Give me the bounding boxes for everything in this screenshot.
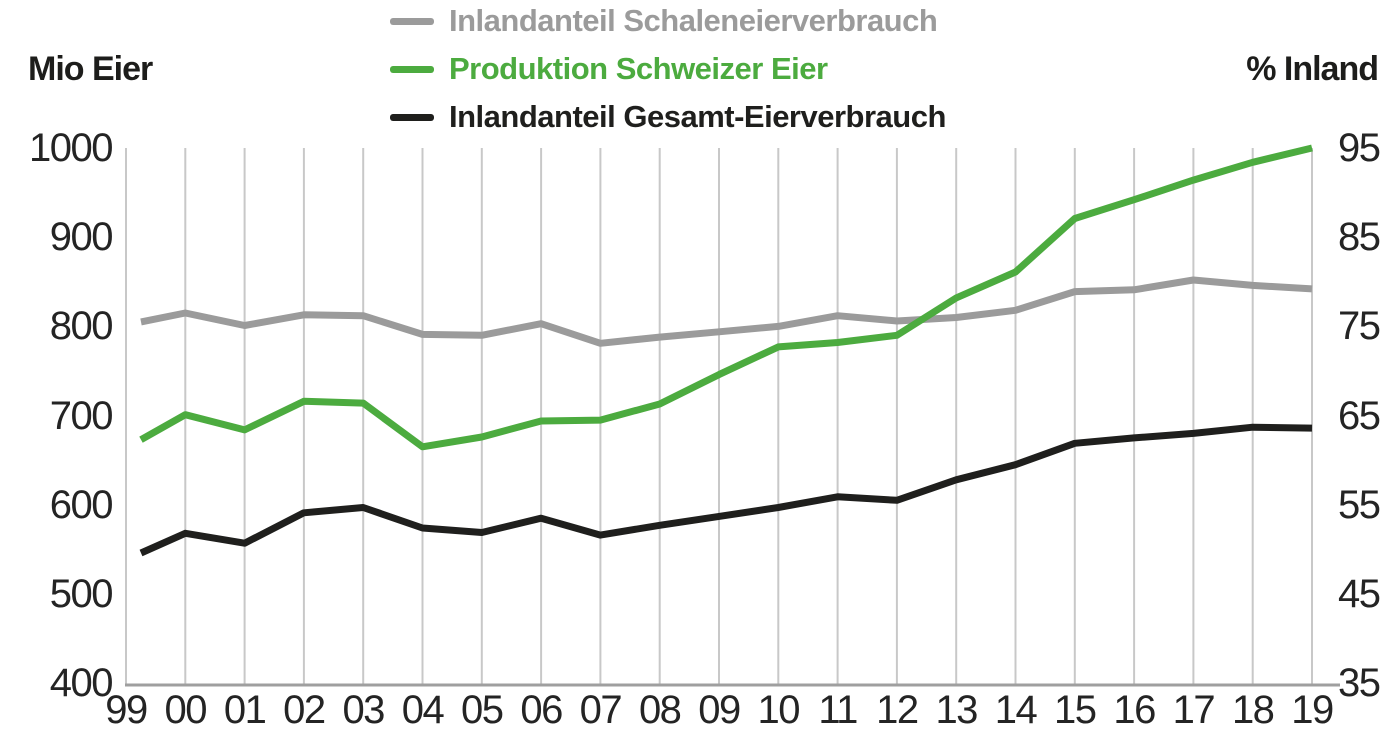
- x-axis-tick-label: 14: [994, 688, 1038, 732]
- x-axis-tick-label: 15: [1054, 688, 1097, 732]
- x-axis-tick-label: 03: [342, 688, 385, 732]
- black-line-swatch-icon: [390, 113, 434, 121]
- right-axis-title: % Inland: [1246, 50, 1379, 88]
- left-axis-tick-label: 700: [49, 393, 114, 438]
- right-axis-tick-label: 35: [1338, 661, 1381, 706]
- legend-item-produktion: Produktion Schweizer Eier: [390, 45, 946, 93]
- left-axis-tick-label: 600: [49, 482, 114, 527]
- x-axis-tick-label: 04: [401, 688, 445, 732]
- x-axis-tick-label: 13: [935, 688, 978, 732]
- x-axis-tick-label: 16: [1113, 688, 1156, 732]
- left-axis-tick-label: 900: [49, 215, 114, 260]
- legend-item-gesamt-eierverbrauch: Inlandanteil Gesamt-Eierverbrauch: [390, 93, 946, 141]
- right-axis-tick-label: 95: [1338, 126, 1381, 170]
- x-axis-tick-label: 02: [283, 688, 326, 732]
- x-axis-tick-label: 10: [757, 688, 801, 732]
- x-axis-tick-label: 12: [876, 688, 919, 732]
- right-axis-tick-label: 45: [1338, 572, 1381, 616]
- legend-label: Produktion Schweizer Eier: [449, 51, 828, 86]
- x-axis-tick-label: 06: [520, 688, 563, 732]
- legend-label: Inlandanteil Schaleneierverbrauch: [449, 3, 938, 38]
- legend: Inlandanteil Schaleneierverbrauch Produk…: [390, 0, 946, 141]
- gray-line-swatch-icon: [390, 17, 434, 25]
- x-axis-tick-label: 07: [579, 688, 623, 732]
- x-axis-tick-label: 17: [1172, 688, 1216, 732]
- x-axis-tick-label: 09: [698, 688, 741, 732]
- x-axis-tick-label: 18: [1231, 688, 1275, 732]
- x-axis-tick-label: 19: [1291, 688, 1334, 732]
- x-axis-tick-label: 00: [164, 688, 208, 732]
- left-axis-title: Mio Eier: [28, 50, 153, 88]
- x-axis-tick-label: 05: [461, 688, 504, 732]
- right-axis-tick-label: 65: [1338, 393, 1381, 438]
- left-axis-tick-label: 400: [49, 661, 114, 706]
- legend-label: Inlandanteil Gesamt-Eierverbrauch: [449, 99, 946, 134]
- green-line-swatch-icon: [390, 65, 434, 73]
- left-axis-tick-label: 800: [49, 304, 114, 349]
- x-axis-tick-label: 99: [105, 688, 148, 732]
- x-axis-tick-label: 01: [223, 688, 267, 732]
- x-axis-tick-label: 08: [638, 688, 682, 732]
- left-axis-tick-label: 1000: [29, 126, 113, 170]
- right-axis-tick-label: 55: [1338, 482, 1381, 527]
- right-axis-tick-label: 85: [1338, 215, 1381, 260]
- right-axis-tick-label: 75: [1338, 304, 1381, 349]
- x-axis-tick-label: 11: [818, 688, 858, 732]
- legend-item-schaleneierverbrauch: Inlandanteil Schaleneierverbrauch: [390, 0, 946, 45]
- left-axis-tick-label: 500: [49, 572, 114, 616]
